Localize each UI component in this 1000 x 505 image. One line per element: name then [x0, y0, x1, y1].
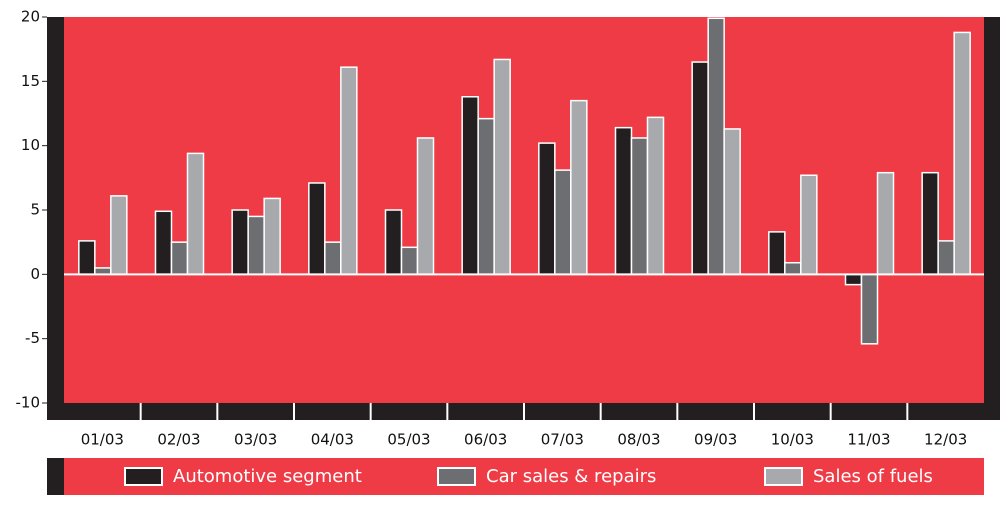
bar [784, 262, 802, 276]
bar [707, 17, 725, 276]
x-tick-label: 09/03 [694, 431, 737, 449]
bar [800, 174, 818, 276]
x-tick-label: 06/03 [464, 431, 507, 449]
bar [461, 96, 479, 276]
bar [416, 137, 435, 276]
y-tick-label: 20 [21, 8, 40, 26]
legend-label: Car sales & repairs [486, 466, 656, 487]
y-tick-label: 15 [21, 72, 40, 90]
bar [308, 182, 326, 276]
bar [630, 137, 649, 276]
y-tick-label: 0 [30, 265, 40, 283]
y-tick-label: -10 [16, 394, 41, 412]
bar [78, 240, 96, 276]
bar [154, 210, 173, 276]
legend-swatch [124, 467, 163, 486]
bar [170, 241, 189, 276]
legend-strip [47, 458, 64, 495]
x-tick-label: 10/03 [771, 431, 814, 449]
bar [263, 197, 281, 276]
bar [247, 215, 265, 276]
bar [477, 117, 495, 276]
bar [186, 152, 205, 276]
legend-label: Sales of fuels [813, 466, 933, 487]
legend-bg [64, 458, 984, 495]
x-tick-label: 12/03 [924, 431, 967, 449]
bar [384, 209, 403, 276]
bar [768, 231, 786, 276]
bar [921, 171, 939, 276]
y-tick-label: -5 [25, 329, 40, 347]
bar [691, 61, 709, 276]
bar [110, 195, 128, 276]
bar [340, 66, 358, 276]
bar [646, 116, 665, 276]
bar [400, 246, 419, 276]
y-tick-label: 10 [21, 136, 40, 154]
bar [723, 128, 741, 276]
bar [953, 31, 971, 276]
x-tick-label: 05/03 [387, 431, 430, 449]
bar [614, 126, 633, 276]
x-tick-label: 01/03 [81, 431, 124, 449]
bar [324, 241, 342, 276]
x-tick-label: 08/03 [617, 431, 660, 449]
bar [570, 99, 588, 276]
left-strip [47, 17, 64, 420]
bar [538, 142, 556, 276]
x-tick-label: 04/03 [311, 431, 354, 449]
bar [844, 273, 863, 286]
bar [493, 58, 511, 276]
x-tick-label: 11/03 [847, 431, 890, 449]
legend-swatch [437, 467, 476, 486]
legend-swatch [764, 467, 803, 486]
plot-area [64, 17, 984, 403]
x-tick-label: 02/03 [157, 431, 200, 449]
legend-label: Automotive segment [173, 466, 362, 487]
right-strip [984, 17, 1000, 420]
x-tick-label: 07/03 [541, 431, 584, 449]
bar [554, 169, 572, 276]
bar [231, 209, 249, 276]
bar [860, 273, 879, 345]
bar [937, 240, 955, 276]
bar [876, 171, 895, 276]
x-tick-label: 03/03 [234, 431, 277, 449]
y-tick-label: 5 [30, 201, 40, 219]
